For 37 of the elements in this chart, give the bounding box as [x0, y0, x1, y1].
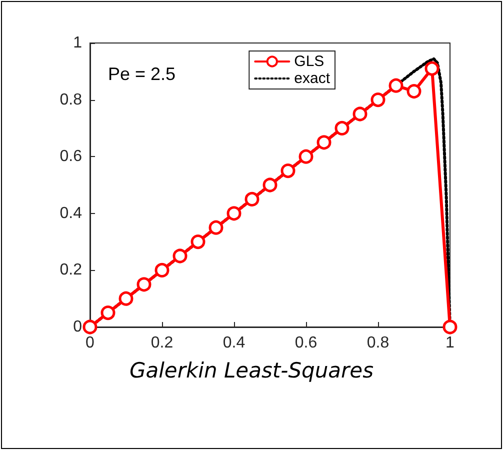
point [172, 248, 188, 264]
annotation: Pe = 2.5 [108, 64, 176, 84]
x-tick-label: 1 [446, 334, 455, 352]
y-tick-label: 0 [73, 318, 82, 336]
point [100, 306, 116, 320]
legend-label: GLS [294, 53, 324, 70]
point [154, 262, 170, 278]
point [82, 320, 98, 334]
point [352, 106, 368, 122]
y-tick-label: 1 [73, 34, 82, 52]
text: Galerkin Least-Squares [129, 358, 374, 382]
point [226, 206, 242, 221]
y-tick-label: 0.2 [60, 262, 82, 279]
point [388, 78, 404, 93]
point [316, 135, 332, 150]
point [370, 92, 386, 108]
x-tick-label: 0.4 [222, 334, 246, 352]
x-tick-label: 0.6 [294, 334, 318, 352]
point [280, 164, 296, 178]
x-tick-label: 0.2 [150, 334, 174, 352]
y-tick-label: 0.8 [60, 91, 82, 108]
point [208, 220, 224, 235]
point [406, 84, 422, 99]
point [424, 61, 440, 76]
point [136, 277, 152, 292]
point [190, 234, 206, 250]
y-tick-label: 0.6 [60, 148, 82, 166]
x-tick-label: 0.8 [366, 334, 390, 352]
y-tick-label: 0.4 [60, 204, 82, 222]
point [118, 291, 134, 306]
point [262, 178, 278, 192]
point [298, 149, 314, 164]
point [334, 120, 350, 136]
x-tick-label: 0 [86, 334, 95, 352]
legend-label: exact [294, 70, 331, 87]
point [244, 192, 260, 206]
point [442, 320, 458, 334]
